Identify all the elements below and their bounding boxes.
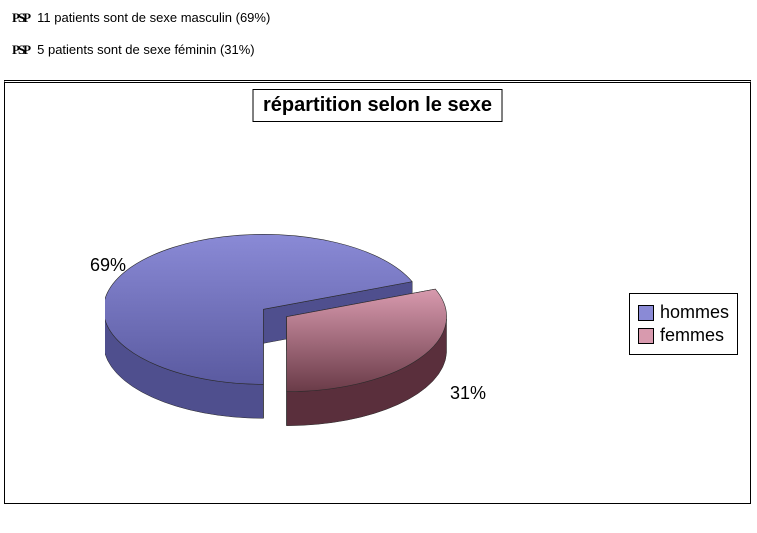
pie-chart — [105, 223, 485, 443]
legend-label: hommes — [660, 302, 729, 323]
pie-svg — [105, 223, 485, 443]
legend-label: femmes — [660, 325, 724, 346]
legend-item: hommes — [638, 302, 729, 323]
chart-container: répartition selon le sexe 69% 31% hommes — [4, 80, 751, 504]
bullet-text: 5 patients sont de sexe féminin (31%) — [37, 42, 255, 57]
bullet-item: PSP 5 patients sont de sexe féminin (31%… — [12, 42, 745, 58]
legend: hommes femmes — [629, 293, 738, 355]
slice-percent-right: 31% — [450, 383, 486, 404]
legend-swatch — [638, 305, 654, 321]
legend-item: femmes — [638, 325, 729, 346]
bullet-icon: PSP — [12, 42, 29, 58]
legend-swatch — [638, 328, 654, 344]
bullet-text: 11 patients sont de sexe masculin (69%) — [37, 10, 270, 25]
bullet-icon: PSP — [12, 10, 29, 26]
bullet-item: PSP 11 patients sont de sexe masculin (6… — [12, 10, 745, 26]
chart-title: répartition selon le sexe — [252, 89, 503, 122]
slice-percent-left: 69% — [90, 255, 126, 276]
bullet-list: PSP 11 patients sont de sexe masculin (6… — [0, 0, 757, 80]
